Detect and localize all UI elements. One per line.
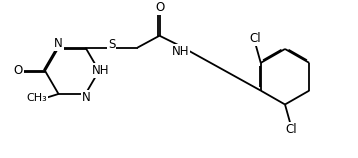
Text: O: O [13,64,23,77]
Text: S: S [108,38,115,51]
Text: N: N [54,37,63,50]
Text: O: O [155,1,164,15]
Text: N: N [82,91,91,104]
Text: NH: NH [172,45,189,58]
Text: Cl: Cl [249,32,261,45]
Text: NH: NH [92,64,110,77]
Text: CH₃: CH₃ [26,93,47,103]
Text: Cl: Cl [285,123,297,136]
